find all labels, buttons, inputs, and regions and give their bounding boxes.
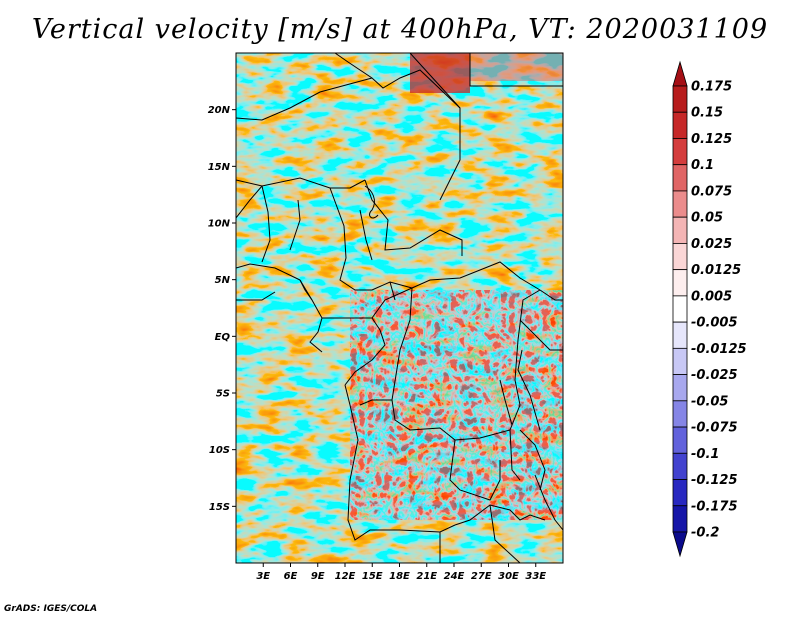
colorbar-swatch	[672, 347, 688, 375]
colorbar-swatch	[672, 243, 688, 271]
colorbar-label: 0.15	[691, 106, 723, 121]
colorbar-label: 0.0125	[691, 263, 741, 278]
colorbar-swatch	[672, 85, 688, 113]
colorbar-label: 0.005	[691, 289, 732, 304]
colorbar-label: -0.025	[691, 368, 738, 383]
colorbar-label: -0.175	[691, 499, 738, 514]
colorbar-label: -0.125	[691, 473, 738, 488]
lat-label: 15S	[209, 502, 230, 513]
colorbar-swatch	[672, 164, 688, 192]
lat-label: 5S	[216, 389, 230, 400]
lat-label: 5N	[215, 275, 231, 286]
colorbar: 0.175 0.15 0.125 0.1 0.075 0.05 0.025 0.0125 0.0…	[672, 60, 747, 558]
lat-label: 10S	[209, 445, 230, 456]
lon-label: 18E	[389, 571, 410, 582]
colorbar-swatch	[672, 321, 688, 349]
colorbar-label: -0.1	[691, 447, 719, 462]
lon-label: 33E	[525, 571, 546, 582]
colorbar-swatch	[672, 60, 688, 87]
map-title: Vertical velocity [m/s] at 400hPa, VT: 2…	[31, 14, 769, 45]
lat-label: 15N	[208, 162, 231, 173]
colorbar-swatch	[672, 190, 688, 218]
colorbar-label: 0.1	[691, 158, 714, 173]
colorbar-swatch	[672, 479, 688, 507]
colorbar-label: 0.175	[691, 80, 732, 95]
colorbar-label: -0.005	[691, 316, 738, 331]
colorbar-swatch	[672, 216, 688, 244]
country-borders	[236, 53, 563, 563]
longitude-axis: 3E 6E 9E 12E 15E 18E 21E 24E 27E 30E 33E	[256, 563, 546, 582]
lon-label: 21E	[416, 571, 437, 582]
velocity-field	[236, 53, 563, 563]
lon-label: 12E	[335, 571, 356, 582]
colorbar-swatch	[672, 531, 688, 558]
latitude-axis: 20N 15N 10N 5N EQ 5S 10S 15S	[208, 105, 236, 513]
colorbar-label: 0.025	[691, 237, 732, 252]
lat-label: EQ	[215, 332, 231, 343]
lon-label: 9E	[311, 571, 325, 582]
lon-label: 30E	[498, 571, 519, 582]
colorbar-swatch	[672, 452, 688, 480]
colorbar-label: -0.075	[691, 421, 738, 436]
colorbar-swatch	[672, 111, 688, 139]
lon-label: 3E	[256, 571, 270, 582]
colorbar-label: -0.05	[691, 394, 728, 409]
grads-credit: GrADS: IGES/COLA	[4, 604, 98, 614]
colorbar-swatch	[672, 269, 688, 297]
colorbar-swatch	[672, 374, 688, 402]
colorbar-swatch	[672, 295, 688, 323]
colorbar-swatch	[672, 426, 688, 454]
lat-label: 20N	[208, 105, 231, 116]
colorbar-label: 0.125	[691, 132, 732, 147]
colorbar-swatch	[672, 138, 688, 166]
colorbar-swatch	[672, 400, 688, 428]
lon-label: 15E	[362, 571, 383, 582]
colorbar-label: -0.2	[691, 526, 719, 541]
lat-label: 10N	[208, 219, 231, 230]
lon-label: 6E	[284, 571, 298, 582]
colorbar-label: 0.05	[691, 211, 723, 226]
colorbar-label: -0.0125	[691, 342, 747, 357]
colorbar-label: 0.075	[691, 184, 732, 199]
lon-label: 24E	[444, 571, 465, 582]
lon-label: 27E	[471, 571, 492, 582]
colorbar-swatch	[672, 505, 688, 533]
